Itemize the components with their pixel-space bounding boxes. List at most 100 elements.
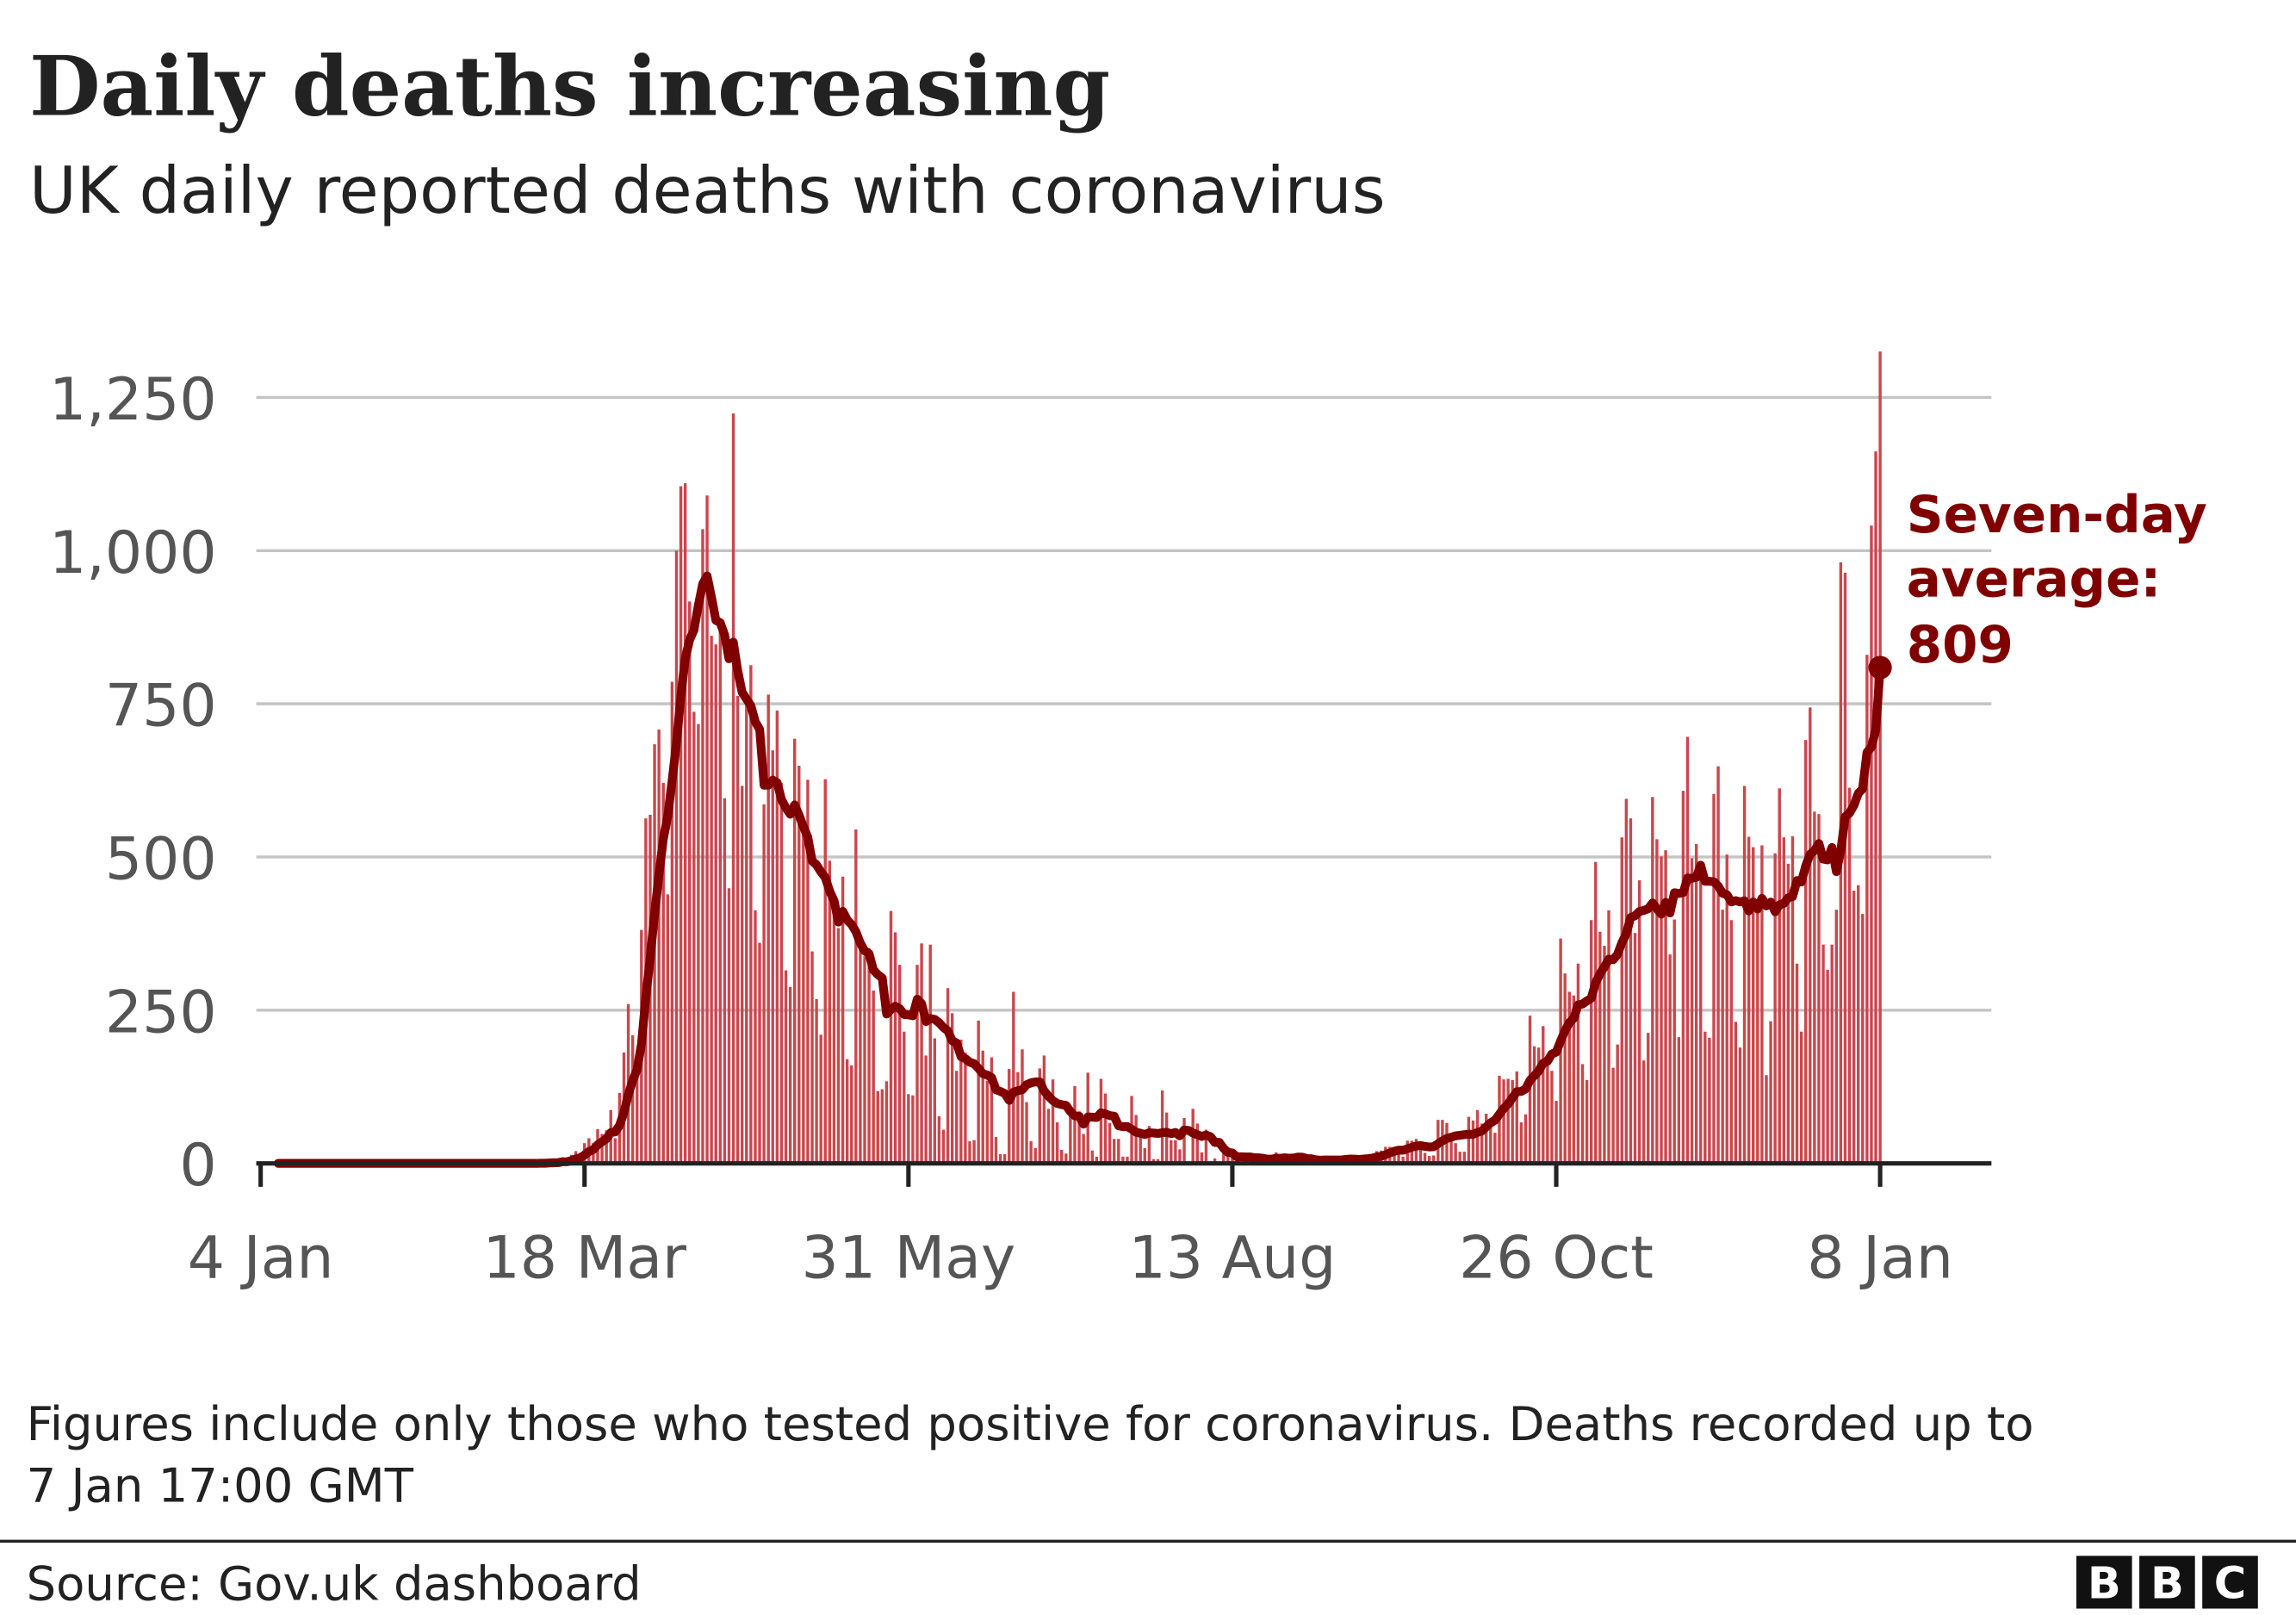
bar [915,965,919,1164]
logo-letter-2: B [2150,1559,2184,1610]
bar [1813,811,1816,1164]
bar [745,693,748,1164]
bars [539,351,1882,1164]
bar [832,901,836,1164]
bar [1493,1133,1497,1164]
source-text: Source: Gov.uk dashboard [27,1556,642,1611]
bar [683,483,687,1164]
bar [630,1034,635,1164]
bar [1809,707,1812,1164]
y-tick-label: 250 [105,978,217,1047]
bar [1523,1114,1528,1164]
bar [1485,1114,1488,1164]
bbc-logo: B B C [2076,1556,2258,1610]
bar [1432,1155,1436,1164]
bar [964,1052,967,1164]
bar [1747,836,1751,1164]
bar [1817,814,1821,1164]
bar [714,644,717,1164]
bar [788,986,792,1164]
bar [771,750,774,1164]
x-tick-label: 26 Oct [1459,1224,1654,1292]
bar [605,1130,608,1164]
bar [1852,891,1856,1164]
bar [1064,1153,1068,1164]
bar [705,495,709,1164]
bar [674,550,679,1164]
bar [1620,837,1623,1164]
annotation-line-1: Seven-day [1907,486,2207,545]
bar [994,1137,998,1164]
bar [1423,1152,1427,1164]
bar [1170,1140,1173,1164]
bar [692,711,696,1164]
bar [889,910,893,1164]
bar [727,888,731,1164]
bar [907,1094,910,1164]
bar [1786,863,1790,1164]
bar [1699,869,1703,1164]
bar [1834,910,1839,1164]
bar [981,1050,984,1164]
bar [1721,910,1724,1164]
bar [946,988,950,1164]
bar [819,1034,822,1164]
bar [1060,1150,1064,1164]
x-tick-label: 4 Jan [188,1224,334,1292]
bar [1572,995,1576,1164]
bar [1633,933,1637,1164]
bar [1204,1129,1208,1164]
bar [1200,1152,1204,1164]
bar [1103,1093,1108,1164]
chart-title: Daily deaths increasing [29,39,1110,134]
bar [1467,1116,1471,1164]
average-annotation: Seven-day average: 809 [1907,486,2207,675]
bar [1624,798,1629,1164]
bar [1865,655,1869,1164]
bar [1804,740,1808,1164]
bar [1462,1152,1467,1164]
bar [823,779,827,1164]
bar [1143,1147,1146,1164]
bar [1108,1122,1112,1164]
bar [1826,969,1829,1164]
bar [1655,839,1659,1164]
bar [828,860,832,1164]
bar [1778,788,1781,1164]
bar [990,1057,994,1164]
bar [1226,1152,1230,1164]
bar [758,942,761,1164]
bar [779,782,784,1164]
bar [950,1013,954,1164]
bar [955,1071,959,1164]
bar [1598,931,1602,1164]
bar [1511,1079,1514,1164]
bar [1734,1022,1738,1164]
bar [897,965,902,1164]
bar [1055,1121,1059,1164]
bar [1861,914,1865,1164]
bar [1651,797,1654,1164]
bar [867,947,871,1164]
bar [1672,919,1676,1164]
bar [1637,880,1641,1164]
bar [1042,1055,1046,1164]
bar [893,932,897,1164]
bar [1029,1141,1033,1164]
x-tick-label: 13 Aug [1128,1224,1336,1292]
bar [1843,572,1847,1164]
footnote-line-1: Figures include only those who tested po… [27,1397,2034,1451]
bar [1397,1152,1400,1164]
bar [735,695,740,1164]
bar [636,1053,639,1164]
bar [1454,1143,1457,1164]
x-tick-label: 31 May [801,1224,1015,1292]
bar [998,1153,1002,1164]
bar [1694,844,1698,1164]
bar [1174,1140,1177,1164]
bar [1725,854,1728,1164]
bar [1139,1130,1142,1164]
bar [1567,991,1571,1164]
bar [876,1090,879,1164]
